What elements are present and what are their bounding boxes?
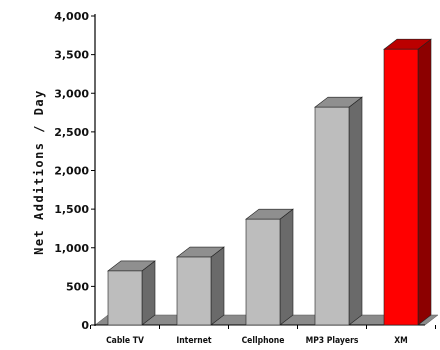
y-tick-label: 3,500 [54,49,89,62]
bar-side [141,260,156,326]
bar-side [348,96,363,326]
y-tick-label: 4,000 [54,10,89,23]
bar-side [210,246,225,326]
y-axis-label: Net Additions / Day [32,89,46,255]
x-tick-label: XM [394,336,408,346]
y-tick-label: 1,500 [54,203,89,216]
y-tick-label: 2,000 [54,165,89,178]
x-tick-label: MP3 Players [306,336,359,346]
bar [314,96,363,326]
y-tick-label: 0 [81,319,89,332]
bar-front [383,48,419,326]
x-tick-label: Internet [176,336,212,346]
x-tick-label: Cellphone [242,336,285,346]
bar [176,246,225,326]
bar [383,38,432,326]
bar-front [107,270,143,326]
bar [107,260,156,326]
y-tick-label: 1,000 [54,242,89,255]
bar [245,208,294,326]
x-tick-label: Cable TV [106,336,144,346]
y-tick-label: 2,500 [54,126,89,139]
y-tick-label: 3,000 [54,87,89,100]
bar-front [314,106,350,326]
bar-side [279,208,294,326]
bar-front [176,256,212,326]
bar-front [245,218,281,326]
bar-side [417,38,432,326]
y-tick-label: 500 [66,280,89,293]
